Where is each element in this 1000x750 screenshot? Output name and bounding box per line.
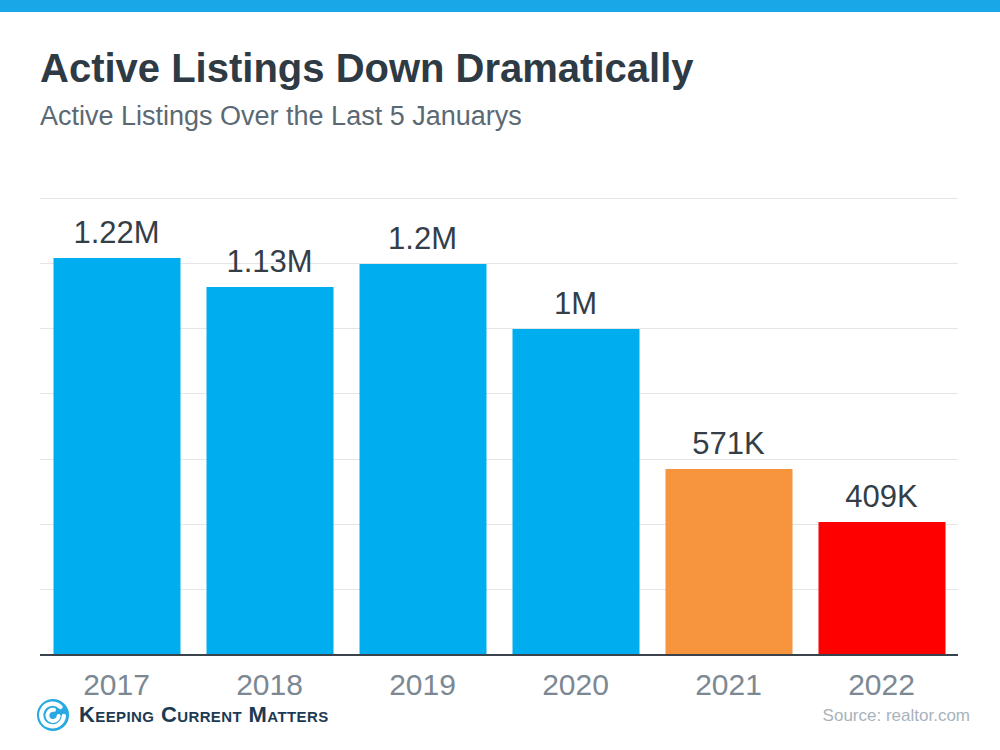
- value-label-2022: 409K: [845, 481, 917, 512]
- x-axis-label-2022: 2022: [805, 668, 958, 702]
- bar-2020: [512, 329, 639, 655]
- bar-2021: [665, 469, 792, 655]
- bar-column-2017: 1.22M: [40, 199, 193, 655]
- x-axis-label-2018: 2018: [193, 668, 346, 702]
- plot-area: 1.22M 1.13M 1.2M 1M 571K 409K: [40, 199, 958, 655]
- brand-name: Keeping Current Matters: [79, 702, 329, 728]
- x-axis-label-2020: 2020: [499, 668, 652, 702]
- x-axis-label-2021: 2021: [652, 668, 805, 702]
- bar-2018: [206, 287, 333, 655]
- page-title: Active Listings Down Dramatically: [40, 46, 694, 91]
- source-credit: Source: realtor.com: [823, 706, 970, 726]
- bar-2017: [53, 258, 180, 655]
- value-label-2017: 1.22M: [73, 217, 159, 248]
- bar-column-2020: 1M: [499, 199, 652, 655]
- bar-2022: [818, 522, 945, 655]
- bar-column-2022: 409K: [805, 199, 958, 655]
- x-axis-labels: 201720182019202020212022: [40, 668, 958, 702]
- value-label-2020: 1M: [554, 288, 597, 319]
- bar-2019: [359, 264, 486, 655]
- bars-row: 1.22M 1.13M 1.2M 1M 571K 409K: [40, 199, 958, 655]
- page-subtitle: Active Listings Over the Last 5 Januarys: [40, 101, 522, 132]
- x-axis-line: [40, 654, 958, 656]
- brand-lockup: Keeping Current Matters: [36, 698, 329, 732]
- bar-column-2018: 1.13M: [193, 199, 346, 655]
- kcm-swirl-logo-icon: [36, 698, 70, 732]
- bar-column-2021: 571K: [652, 199, 805, 655]
- value-label-2019: 1.2M: [388, 223, 457, 254]
- bar-column-2019: 1.2M: [346, 199, 499, 655]
- value-label-2018: 1.13M: [226, 246, 312, 277]
- x-axis-label-2017: 2017: [40, 668, 193, 702]
- x-axis-label-2019: 2019: [346, 668, 499, 702]
- value-label-2021: 571K: [692, 428, 764, 459]
- top-accent-bar: [0, 0, 1000, 12]
